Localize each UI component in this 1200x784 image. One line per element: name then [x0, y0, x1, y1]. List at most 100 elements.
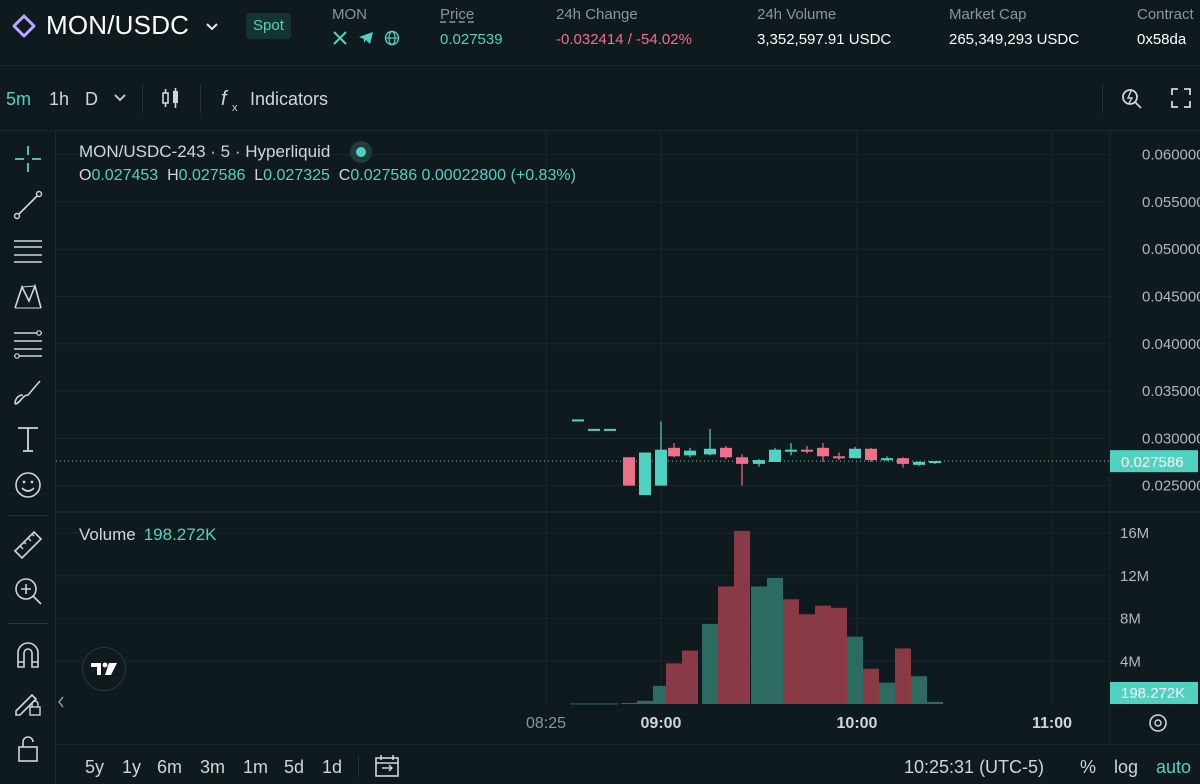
pattern-tool-icon[interactable] — [12, 281, 44, 313]
range-1d[interactable]: 1d — [322, 757, 343, 777]
lock-icon[interactable] — [12, 733, 44, 765]
pair-selector[interactable]: MON/USDC — [12, 10, 221, 41]
change-value: -0.032414 / -54.02% — [556, 31, 692, 48]
quick-search-icon[interactable] — [1120, 87, 1144, 111]
volume-bar — [682, 650, 698, 704]
volume-bar — [863, 668, 879, 704]
close-value: 0.027586 — [350, 167, 418, 184]
lock-drawing-icon[interactable] — [12, 687, 44, 719]
contract-value[interactable]: 0x58da — [1137, 31, 1187, 48]
indicators-fx-icon[interactable]: f x — [220, 87, 244, 113]
volume-bar — [927, 701, 943, 704]
chart-area[interactable]: 0.060000 0.055000 0.050000 0.045000 0.040000… — [56, 131, 1200, 784]
range-5d[interactable]: 5d — [284, 757, 305, 777]
candle-body — [801, 449, 813, 452]
price-tick-label: 0.045000 — [1142, 288, 1200, 305]
bottom-toolbar: 5y 1y 6m 3m 1m 5d 1d 10:25:31 (UTC-5) % … — [56, 744, 1200, 784]
volume-legend: Volume 198.272K — [79, 525, 217, 545]
volume-bar — [831, 607, 847, 704]
last-price-tag — [1110, 450, 1198, 473]
horizontal-lines-icon[interactable] — [12, 235, 44, 267]
volume-stat: 24h Volume 3,352,597.91 USDC — [757, 6, 891, 50]
volume-bar — [767, 577, 783, 704]
gear-outer — [1149, 714, 1167, 732]
volume-series — [570, 530, 943, 705]
time-tick-label: 08:25 — [526, 715, 566, 732]
volume-tick-label: 16M — [1120, 525, 1149, 542]
high-label: H — [167, 167, 179, 184]
volume-bar — [895, 648, 911, 704]
price-tick-label: 0.050000 — [1142, 241, 1200, 258]
telegram-icon[interactable] — [358, 30, 374, 46]
emoji-icon[interactable] — [12, 469, 44, 501]
fullscreen-icon[interactable] — [1170, 87, 1192, 109]
low-label: L — [254, 167, 264, 184]
indicators-button[interactable]: Indicators — [250, 89, 329, 109]
range-1y[interactable]: 1y — [122, 757, 142, 777]
symbol-title[interactable]: MON/USDC-243 · 5 · Hyperliquid — [79, 142, 331, 161]
candle-body — [913, 461, 925, 465]
crosshair-icon[interactable] — [12, 143, 44, 175]
drawing-toolbar — [0, 131, 56, 784]
price-stat: Price 0.027539 — [440, 6, 503, 50]
auto-scale-toggle[interactable]: auto — [1156, 757, 1192, 777]
volume-bar — [621, 702, 637, 704]
fib-retracement-icon[interactable] — [12, 327, 44, 359]
timeframe-1h[interactable]: 1h — [49, 89, 70, 109]
log-scale-toggle[interactable]: log — [1114, 757, 1139, 777]
volume-bar — [702, 623, 718, 704]
globe-icon[interactable] — [384, 30, 400, 46]
text-tool-icon[interactable] — [12, 423, 44, 455]
candle-body — [588, 428, 600, 431]
volume-bar — [734, 530, 750, 704]
candle-body — [849, 448, 861, 459]
x-twitter-icon[interactable] — [332, 30, 348, 46]
volume-bar — [815, 605, 831, 704]
timeframe-5m[interactable]: 5m — [6, 89, 32, 109]
trend-line-icon[interactable] — [12, 189, 44, 221]
price-chart[interactable]: 0.060000 0.055000 0.050000 0.045000 0.040000… — [56, 131, 1200, 744]
price-value: 0.027539 — [440, 31, 503, 48]
chart-grid — [56, 131, 1200, 744]
token-logo-icon — [12, 14, 36, 37]
timeframe-d[interactable]: D — [85, 89, 98, 109]
volume-bar — [911, 676, 927, 704]
candle-body — [817, 447, 829, 457]
brush-icon[interactable] — [12, 377, 44, 409]
price-label: Price — [440, 6, 475, 23]
candlestick-chart-icon[interactable] — [160, 87, 182, 109]
candle-body — [639, 452, 651, 496]
toolbar-divider — [358, 755, 359, 777]
collapse-toolbar-icon[interactable] — [56, 694, 66, 710]
candle-body — [623, 457, 635, 486]
toolbar-divider — [8, 515, 48, 516]
price-tick-label: 0.025000 — [1142, 478, 1200, 495]
time-tick-label: 09:00 — [641, 715, 682, 732]
tradingview-logo[interactable] — [82, 647, 126, 691]
candle-body — [897, 458, 909, 464]
open-label: O — [79, 167, 92, 184]
go-to-date-icon[interactable] — [374, 753, 400, 779]
market-status-indicator — [350, 141, 373, 163]
close-label: C — [338, 167, 351, 184]
zoom-in-icon[interactable] — [12, 575, 44, 607]
chevron-down-icon[interactable] — [112, 89, 128, 105]
timezone-clock[interactable]: 10:25:31 (UTC-5) — [904, 757, 1045, 777]
chart-legend: MON/USDC-243 · 5 · Hyperliquid — [79, 141, 373, 163]
ruler-icon[interactable] — [12, 529, 44, 561]
chart-settings-icon[interactable] — [1149, 714, 1167, 732]
toolbar-divider — [142, 85, 143, 113]
contract-label: Contract — [1137, 6, 1194, 23]
candle-body — [668, 447, 680, 457]
range-6m[interactable]: 6m — [157, 757, 183, 777]
magnet-icon[interactable] — [12, 639, 44, 671]
volume-tick-label: 12M — [1120, 568, 1149, 585]
percent-scale-toggle[interactable]: % — [1080, 757, 1097, 777]
range-5y[interactable]: 5y — [85, 757, 105, 777]
range-1m[interactable]: 1m — [243, 757, 269, 777]
volume-bar — [666, 663, 682, 704]
volume-legend-value: 198.272K — [143, 525, 217, 544]
range-3m[interactable]: 3m — [200, 757, 226, 777]
candle-body — [704, 448, 716, 455]
volume-bar — [783, 599, 799, 704]
